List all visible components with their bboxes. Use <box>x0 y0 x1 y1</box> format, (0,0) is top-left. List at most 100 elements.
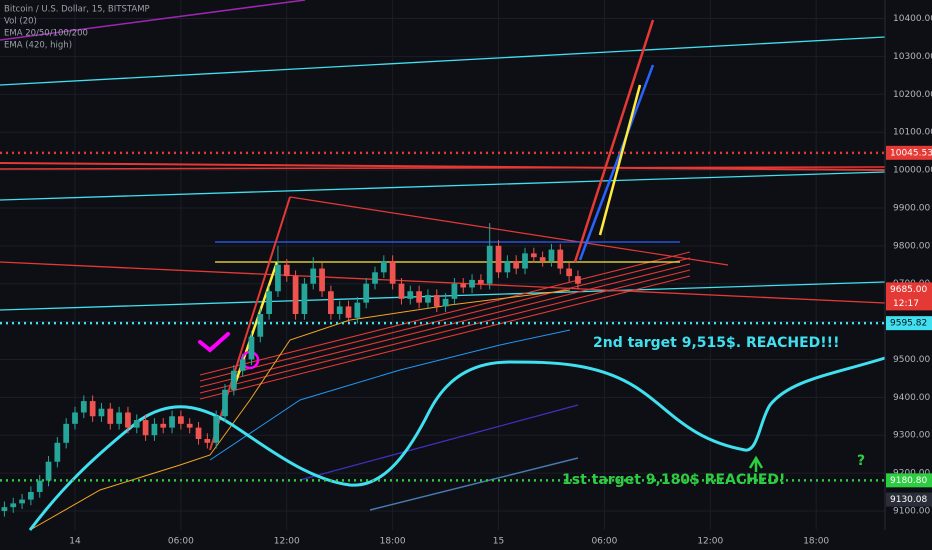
candle-body <box>486 245 493 284</box>
axis: 9100.009200.009300.009400.009500.009600.… <box>69 14 932 547</box>
candle-body <box>160 423 167 428</box>
candle-body <box>1 507 8 511</box>
price-badge-label: 9130.08 <box>890 495 927 505</box>
candle-body <box>36 480 43 493</box>
candle-body <box>319 268 325 292</box>
indicator-label: EMA 20/50/100/200 <box>4 29 88 39</box>
projection <box>573 19 655 263</box>
candle-body <box>416 291 422 303</box>
y-tick-label: 9500.00 <box>893 355 930 365</box>
candle-body <box>89 401 96 417</box>
candle-body <box>407 291 414 299</box>
candle-body <box>389 260 396 284</box>
trend-line <box>199 263 691 388</box>
candle-body <box>380 260 387 273</box>
price-badge-label: 9685.00 <box>890 285 927 295</box>
ema-line <box>299 404 579 481</box>
candle-body <box>336 306 343 314</box>
arrow <box>748 455 764 472</box>
candle-body <box>266 291 272 314</box>
check-mark <box>198 332 230 353</box>
candle-body <box>142 420 149 436</box>
x-tick-label: 12:00 <box>697 537 723 547</box>
candle-body <box>513 260 520 269</box>
candle-body <box>575 276 581 284</box>
candle-body <box>195 427 202 439</box>
trend-line <box>0 281 886 311</box>
candle-body <box>230 370 237 390</box>
candle-body <box>433 295 440 307</box>
candle-body <box>248 336 255 360</box>
ema-420 <box>28 356 886 531</box>
countdown: 12:17 <box>893 299 919 309</box>
price-axis <box>885 0 932 550</box>
candle-body <box>566 268 572 277</box>
candle-body <box>345 306 352 318</box>
candle-body <box>178 416 184 424</box>
y-tick-label: 10300.00 <box>893 52 932 62</box>
candle-body <box>301 283 308 314</box>
candle-body <box>10 503 17 508</box>
candle-body <box>98 408 105 417</box>
price-badge <box>886 473 932 488</box>
y-tick-label: 9400.00 <box>893 393 930 403</box>
candle-body <box>354 302 361 318</box>
candle-body <box>398 283 405 299</box>
candle-body <box>548 249 555 261</box>
trend-line <box>0 166 886 170</box>
candle-body <box>72 412 78 424</box>
candles <box>1 223 581 517</box>
candle-body <box>239 359 246 371</box>
candle-body <box>169 416 175 428</box>
price-badge-label: 10045.53 <box>890 148 932 158</box>
trend-line <box>0 261 886 304</box>
candle-body <box>125 412 131 428</box>
candle-body <box>257 313 264 337</box>
candle-body <box>213 416 220 443</box>
candle-body <box>504 260 511 273</box>
trend-line <box>199 257 691 382</box>
chart-title: Bitcoin / U.S. Dollar, 15, BITSTAMP <box>4 5 150 15</box>
projection <box>578 64 655 261</box>
candle-body <box>275 264 281 292</box>
annotation: ? <box>857 453 865 469</box>
y-tick-label: 10000.00 <box>893 166 932 176</box>
x-tick-label: 18:00 <box>803 537 829 547</box>
price-badge <box>886 492 932 507</box>
candle-body <box>328 291 334 314</box>
candle-body <box>530 253 537 258</box>
candle-body <box>363 283 370 303</box>
x-tick-label: 06:00 <box>591 537 617 547</box>
candle-body <box>80 401 87 413</box>
candle-body <box>495 245 502 273</box>
candle-body <box>310 268 317 284</box>
candle-body <box>204 438 211 443</box>
trend-line <box>0 171 886 201</box>
candle-body <box>469 279 475 288</box>
annotation: 1st target 9,180$ REACHED! <box>562 472 785 488</box>
candle-body <box>372 272 378 284</box>
ema-line <box>369 457 579 511</box>
candle-body <box>19 499 25 504</box>
indicator-label: EMA (420, high) <box>4 41 72 51</box>
trend-line <box>0 0 306 41</box>
x-tick-label: 06:00 <box>168 537 194 547</box>
price-badge-label: 9180.80 <box>890 476 927 486</box>
x-tick-label: 15 <box>493 537 504 547</box>
indicator-label: Vol (20) <box>4 17 37 27</box>
y-tick-label: 9100.00 <box>893 506 930 516</box>
y-tick-label: 9800.00 <box>893 241 930 251</box>
price-badge-label: 9595.82 <box>890 319 927 329</box>
candle-body <box>425 295 431 303</box>
y-tick-label: 9900.00 <box>893 203 930 213</box>
candle-body <box>133 420 140 428</box>
candle-body <box>45 461 52 481</box>
x-tick-label: 14 <box>69 537 81 547</box>
candle-body <box>63 423 70 443</box>
annotation: 2nd target 9,515$. REACHED!!! <box>593 335 839 351</box>
x-tick-label: 12:00 <box>274 537 300 547</box>
trend-line <box>289 196 729 266</box>
candle-body <box>478 279 484 284</box>
